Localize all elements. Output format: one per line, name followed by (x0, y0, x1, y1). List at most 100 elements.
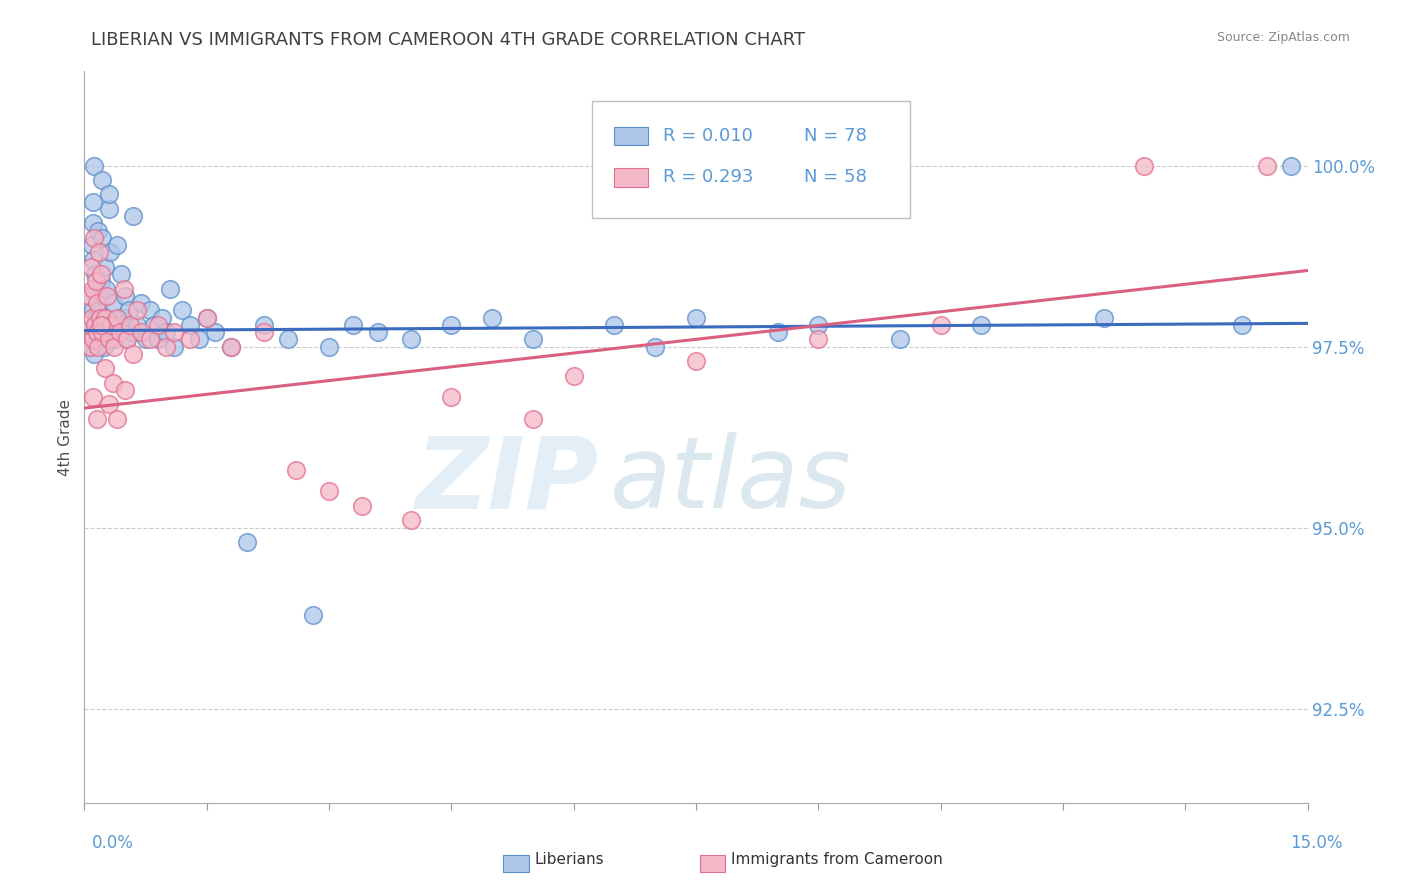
Point (82, 332, 104, 346)
Point (131, 296, 153, 310)
Point (187, 332, 209, 346)
Point (179, 318, 201, 332)
Point (807, 332, 830, 346)
Y-axis label: 4th Grade: 4th Grade (58, 399, 73, 475)
Point (86, 282, 108, 296)
Point (80, 260, 103, 274)
Point (118, 318, 141, 332)
Point (97, 187, 120, 202)
Point (96, 325, 118, 339)
Point (90, 318, 112, 332)
Point (155, 325, 177, 339)
Point (80, 310, 103, 325)
Point (112, 282, 135, 296)
Point (131, 325, 153, 339)
Point (77, 318, 100, 332)
Point (84, 310, 107, 325)
Point (350, 499, 373, 513)
Point (79, 340, 101, 354)
Point (110, 267, 132, 281)
Point (93, 310, 115, 325)
Point (122, 209, 145, 223)
Point (94, 310, 117, 325)
Point (82, 303, 104, 318)
Point (685, 310, 707, 325)
Text: 0.0%: 0.0% (91, 834, 134, 852)
Point (253, 325, 276, 339)
Point (80, 238, 103, 252)
Point (236, 535, 259, 549)
Point (84, 274, 107, 288)
Point (150, 310, 173, 325)
Text: Immigrants from Cameroon: Immigrants from Cameroon (731, 853, 943, 867)
Point (87, 340, 110, 354)
Point (97, 397, 120, 411)
Point (91, 289, 114, 303)
Point (1279, 159, 1302, 173)
Point (105, 238, 128, 252)
Point (318, 340, 340, 354)
Point (118, 303, 141, 318)
Text: ZIP: ZIP (415, 433, 598, 530)
Point (114, 383, 136, 397)
Point (253, 318, 276, 332)
Point (97, 332, 120, 346)
Point (96, 282, 118, 296)
Point (138, 332, 160, 346)
Point (79, 289, 101, 303)
Point (301, 607, 323, 622)
Text: R = 0.010: R = 0.010 (664, 127, 752, 145)
Point (1256, 159, 1278, 173)
Point (522, 332, 544, 346)
Point (91, 173, 114, 187)
Point (146, 332, 169, 346)
Point (219, 340, 242, 354)
Point (204, 325, 226, 339)
Point (83, 159, 105, 173)
Point (179, 332, 201, 346)
Point (342, 318, 364, 332)
Point (87, 224, 110, 238)
Point (90, 267, 112, 281)
Point (135, 332, 157, 346)
Point (105, 412, 128, 426)
Point (107, 318, 129, 332)
Point (603, 318, 626, 332)
Point (84, 267, 107, 281)
Point (929, 318, 952, 332)
Point (159, 282, 181, 296)
Point (114, 289, 136, 303)
Point (195, 310, 218, 325)
FancyBboxPatch shape (614, 169, 648, 186)
Point (522, 412, 544, 426)
Point (87, 245, 110, 260)
Point (86, 412, 108, 426)
Point (1133, 159, 1156, 173)
Point (1092, 310, 1115, 325)
Text: atlas: atlas (610, 433, 852, 530)
Point (219, 340, 242, 354)
Point (82, 390, 104, 404)
Point (82, 216, 104, 230)
Point (399, 332, 422, 346)
Point (970, 318, 993, 332)
Point (89, 325, 111, 339)
Point (86, 325, 108, 339)
Point (90, 318, 112, 332)
Point (83, 231, 105, 245)
Point (481, 310, 503, 325)
Point (195, 310, 218, 325)
Point (367, 325, 389, 339)
Point (91, 231, 114, 245)
Point (127, 318, 149, 332)
Text: N = 78: N = 78 (804, 127, 866, 145)
Point (82, 282, 104, 296)
Point (97, 202, 120, 216)
Text: LIBERIAN VS IMMIGRANTS FROM CAMEROON 4TH GRADE CORRELATION CHART: LIBERIAN VS IMMIGRANTS FROM CAMEROON 4TH… (91, 31, 806, 49)
Point (80, 340, 103, 354)
Point (440, 390, 463, 404)
Point (127, 303, 149, 318)
Point (399, 513, 422, 527)
Point (101, 376, 124, 390)
Point (93, 340, 115, 354)
